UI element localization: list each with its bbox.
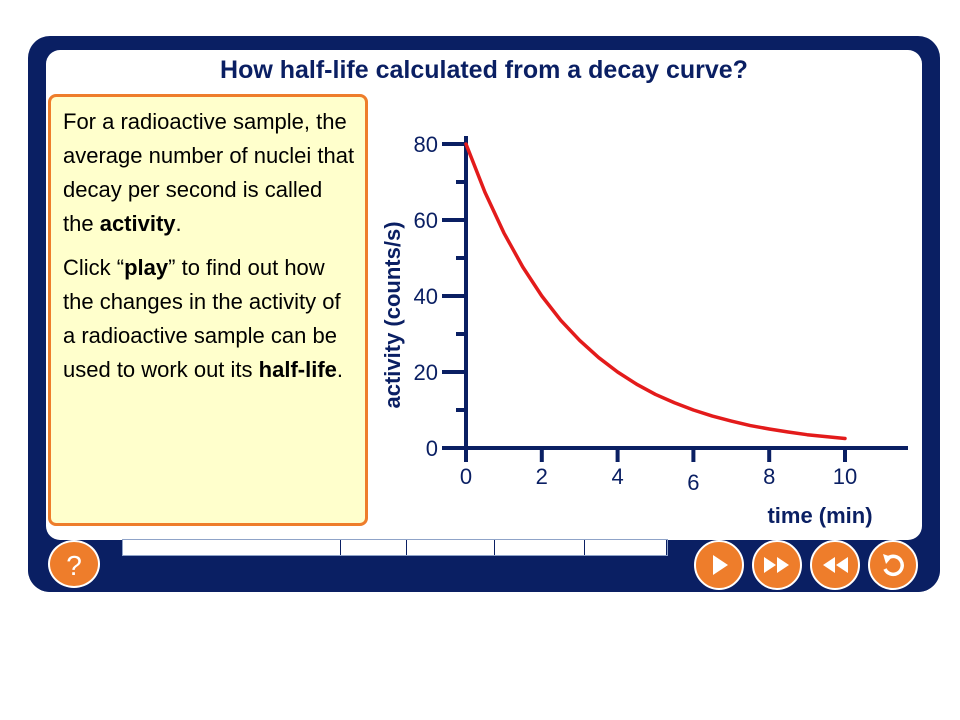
progress-segment[interactable] [585, 540, 667, 555]
decay-curve [464, 142, 847, 441]
x-axis-label: time (min) [767, 503, 872, 528]
x-tick-label: 10 [833, 464, 857, 489]
x-tick-label: 2 [536, 464, 548, 489]
info-text: Click “ [63, 255, 125, 280]
y-tick-label: 20 [414, 360, 438, 385]
info-text: For a radioactive sample, the average nu… [63, 109, 355, 236]
progress-segment[interactable] [495, 540, 585, 555]
y-axis-label: activity (counts/s) [380, 221, 405, 408]
replay-button[interactable] [868, 540, 918, 590]
info-paragraph-activity: For a radioactive sample, the average nu… [63, 105, 355, 241]
rewind-button[interactable] [810, 540, 860, 590]
info-panel: For a radioactive sample, the average nu… [48, 94, 368, 526]
info-bold-activity: activity [99, 211, 176, 236]
info-bold-play: play [124, 255, 169, 280]
progress-bar[interactable] [122, 539, 668, 556]
y-tick-label: 80 [414, 132, 438, 157]
x-tick-label: 4 [611, 464, 623, 489]
info-text: . [175, 211, 182, 236]
info-bold-half-life: half-life [258, 357, 337, 382]
info-text: . [336, 357, 344, 382]
replay-icon [883, 554, 904, 577]
decay-chart: 0 20 40 60 80 0 2 4 6 8 10 activity (counts/s) tim… [380, 132, 908, 528]
page-title: How half-life calculated from a decay cu… [220, 56, 748, 84]
progress-segment[interactable] [341, 540, 407, 555]
progress-segment[interactable] [407, 540, 495, 555]
fast-forward-icon [764, 557, 789, 573]
x-tick-label: 6 [687, 470, 699, 495]
help-button[interactable]: ? [48, 540, 100, 588]
info-paragraph-play: Click “play” to find out how the changes… [63, 251, 355, 387]
info-text: ” to find out how the changes in the act… [63, 255, 341, 382]
y-tick-label: 40 [414, 284, 438, 309]
fast-forward-button[interactable] [752, 540, 802, 590]
x-tick-label: 0 [460, 464, 472, 489]
rewind-icon [823, 557, 848, 573]
y-tick-label: 0 [426, 436, 438, 461]
y-tick-label: 60 [414, 208, 438, 233]
x-tick-label: 8 [763, 464, 775, 489]
progress-segment[interactable] [123, 540, 341, 555]
play-button[interactable] [694, 540, 744, 590]
help-icon: ? [66, 550, 82, 581]
play-icon [713, 555, 728, 575]
